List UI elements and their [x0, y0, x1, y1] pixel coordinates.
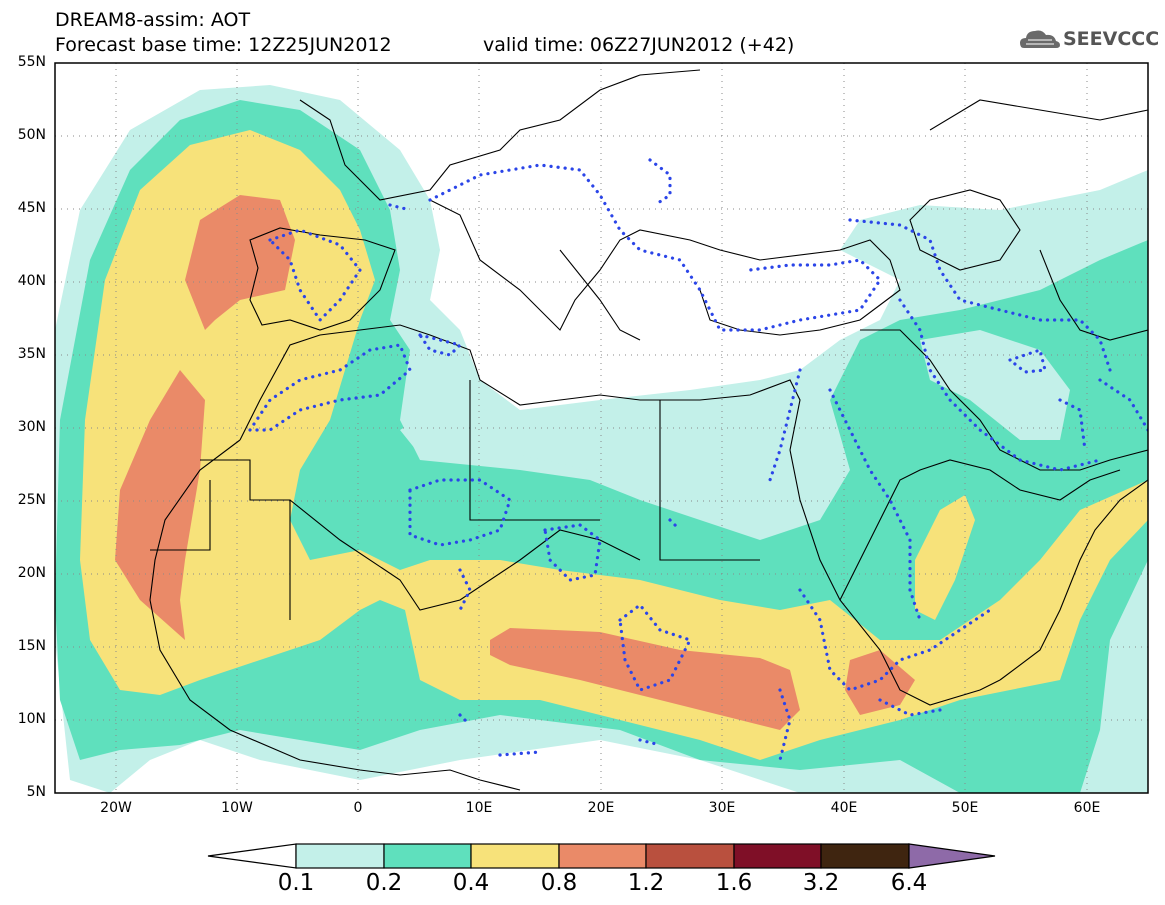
colorbar-swatch-0.8 [558, 843, 647, 869]
lat-label: 15N [17, 638, 46, 654]
lat-label: 35N [17, 346, 46, 362]
lon-label: 10W [221, 800, 253, 816]
colorbar-label: 1.6 [715, 870, 753, 896]
colorbar-swatch-0.1 [295, 843, 385, 869]
lon-label: 50E [951, 800, 979, 816]
lat-label: 10N [17, 711, 46, 727]
colorbar-over-arrow [908, 843, 996, 869]
lon-label: 0 [353, 800, 363, 816]
colorbar-swatch-3.2 [820, 843, 910, 869]
colorbar-label: 0.4 [452, 870, 490, 896]
lat-label: 20N [17, 565, 46, 581]
colorbar-label: 0.8 [540, 870, 578, 896]
colorbar-swatch-0.4 [470, 843, 560, 869]
lon-label: 20W [100, 800, 132, 816]
colorbar-label: 1.2 [627, 870, 665, 896]
logo-text: SEEVCCC [1063, 28, 1160, 50]
lat-label: 45N [17, 200, 46, 216]
lon-label: 30E [708, 800, 736, 816]
colorbar-under-arrow [207, 843, 297, 869]
coastlines [149, 69, 1148, 791]
colorbar [207, 843, 996, 869]
lon-label: 40E [830, 800, 858, 816]
aot-0.8-region [115, 370, 205, 640]
map-title: DREAM8-assim: AOT [55, 9, 251, 31]
lon-label: 10E [465, 800, 493, 816]
lat-label: 5N [26, 784, 46, 800]
colorbar-label: 6.4 [890, 870, 928, 896]
lat-label: 25N [17, 492, 46, 508]
graticule [55, 63, 1148, 793]
colorbar-label: 0.1 [277, 870, 315, 896]
map-frame [54, 62, 1149, 794]
lat-label: 50N [17, 127, 46, 143]
valid-time: valid time: 06Z27JUN2012 (+42) [483, 34, 795, 56]
cloud-logo-icon [1020, 30, 1060, 48]
forecast-base-time: Forecast base time: 12Z25JUN2012 [55, 34, 392, 56]
lon-label: 20E [587, 800, 615, 816]
blue-dotted-contours [247, 158, 1148, 762]
lat-label: 55N [17, 54, 46, 70]
colorbar-swatch-0.2 [383, 843, 472, 869]
lon-label: 60E [1073, 800, 1101, 816]
colorbar-swatch-1.6 [733, 843, 822, 869]
colorbar-swatch-1.2 [645, 843, 735, 869]
colorbar-label: 3.2 [802, 870, 840, 896]
lat-label: 40N [17, 273, 46, 289]
colorbar-label: 0.2 [365, 870, 403, 896]
lat-label: 30N [17, 419, 46, 435]
